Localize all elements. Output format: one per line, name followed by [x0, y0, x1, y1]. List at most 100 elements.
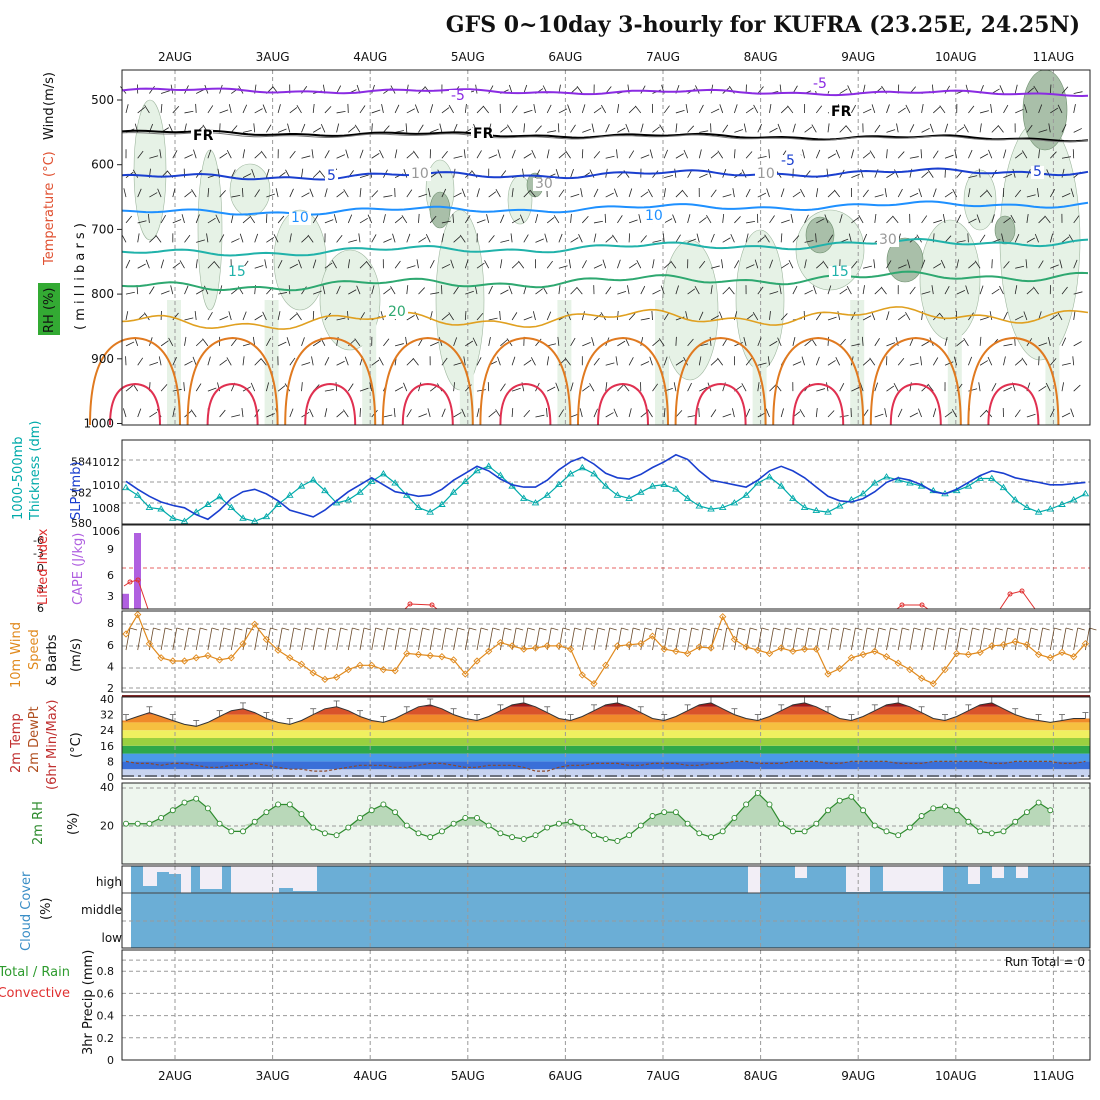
wind-barb — [921, 341, 930, 347]
wind10-barb — [1061, 627, 1067, 651]
wind10-barb — [418, 627, 423, 651]
wind-barb — [184, 123, 187, 133]
wind-barb — [401, 215, 408, 224]
rh2m-point — [988, 830, 995, 837]
wind-barb — [640, 285, 646, 295]
wind-barb — [184, 336, 187, 346]
wind-barb — [383, 195, 393, 198]
wind-barb — [886, 129, 896, 133]
wind-barb — [616, 149, 618, 159]
wind-barb — [277, 341, 287, 347]
wind-barb — [1003, 343, 1013, 347]
wind-barb — [874, 287, 882, 295]
wind-barb — [565, 150, 571, 159]
wind-barb — [564, 357, 571, 366]
wind-barb — [672, 214, 677, 224]
wind-barb — [652, 383, 659, 392]
wind10-barb-flag — [164, 627, 173, 631]
wind-barb — [862, 315, 872, 321]
thickness-point — [133, 491, 142, 498]
wind10-barb — [383, 627, 388, 651]
wind-barb — [518, 260, 525, 269]
wind10-point — [274, 646, 282, 654]
wind-barb — [262, 104, 267, 114]
wind-barb — [675, 359, 684, 366]
wind10-point — [204, 651, 212, 660]
wind10-barb — [464, 627, 470, 651]
temperature-contour-low — [89, 336, 181, 426]
li-point — [407, 601, 413, 607]
wind-barb — [722, 413, 732, 418]
wind-barb — [277, 385, 286, 392]
wind-barb — [663, 356, 668, 366]
wind-barb — [123, 188, 127, 198]
wind-barb — [184, 234, 191, 243]
wind10-barb — [500, 627, 505, 651]
wind-barb — [348, 289, 357, 295]
wind-barb — [848, 233, 852, 243]
rh2m-point — [497, 830, 504, 837]
wind10-point — [145, 640, 154, 648]
wind10-point — [988, 642, 996, 650]
wind-barb — [874, 413, 884, 418]
wind-barb — [463, 149, 466, 159]
wind-barb — [1073, 311, 1076, 321]
wind-barb — [511, 218, 521, 224]
wind10-barb — [172, 627, 178, 651]
wind-barb — [897, 408, 903, 418]
wind-barb — [605, 192, 614, 198]
wind10-point — [180, 657, 189, 665]
wind-barb — [570, 193, 580, 198]
wind10-barb — [125, 627, 131, 651]
wind-barb — [172, 408, 175, 418]
wind-barb — [652, 289, 661, 295]
wind-barb — [425, 234, 431, 243]
wind-barb — [827, 316, 837, 321]
chart-title: GFS 0~10day 3-hourly for KUFRA (23.25E, … — [446, 12, 1080, 38]
wind-barb — [605, 286, 612, 295]
wind-barb — [371, 234, 377, 243]
day-label-top: 4AUG — [353, 50, 387, 64]
rh2m-point — [579, 824, 586, 831]
wind10-barb — [1003, 627, 1008, 651]
wind-barb — [710, 315, 720, 321]
cloud-gap — [181, 866, 191, 893]
cloud-gap — [968, 866, 980, 884]
wind-barb — [940, 259, 946, 269]
thickness-point — [520, 494, 528, 501]
thickness-point — [988, 474, 996, 481]
wind-barb — [909, 124, 915, 133]
wind10-point — [496, 639, 505, 647]
wind-barb — [172, 356, 178, 366]
wind-barb — [533, 104, 536, 114]
wind10-barb-flag — [726, 627, 734, 631]
thickness-point — [590, 470, 598, 477]
wind-barb — [390, 286, 396, 295]
wind-barb — [393, 408, 396, 418]
wind-barb — [359, 149, 364, 159]
thickness-point — [789, 494, 797, 501]
wind-barb — [956, 126, 965, 133]
thickness-point — [742, 491, 750, 498]
temperature-contour-low — [479, 336, 572, 426]
wind10-barb-flag — [632, 627, 641, 631]
day-label-bottom: 4AUG — [353, 1069, 387, 1083]
wind-barb — [406, 151, 414, 159]
wind-barb — [699, 173, 708, 179]
wind-barb — [546, 356, 550, 366]
wind-barb — [953, 356, 958, 366]
wind-barb — [670, 260, 677, 269]
wind-barb — [1014, 409, 1021, 418]
wind-barb — [437, 169, 443, 178]
cloud-gap — [200, 866, 222, 889]
wind-barb — [921, 104, 924, 114]
wind-barb — [160, 384, 168, 392]
thickness-point — [625, 494, 633, 501]
wind-barb — [605, 412, 614, 418]
temperature-contour — [121, 270, 1089, 292]
wind-barb — [1073, 259, 1078, 269]
wind-barb — [266, 237, 275, 243]
wind-barb — [289, 233, 292, 243]
wind10-barb — [184, 627, 189, 651]
thickness-point — [274, 500, 282, 507]
